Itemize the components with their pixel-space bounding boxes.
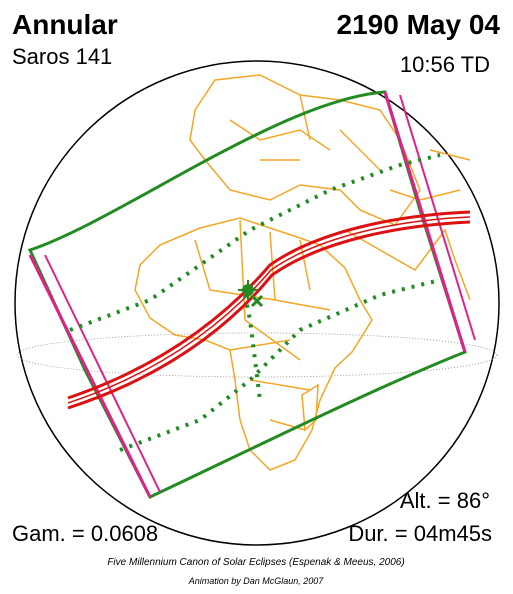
duration: Dur. = 04m45s (348, 521, 492, 546)
gamma: Gam. = 0.0608 (12, 521, 158, 546)
credit: Five Millennium Canon of Solar Eclipses … (107, 557, 404, 568)
altitude: Alt. = 86° (400, 488, 490, 513)
date: 2190 May 04 (337, 9, 501, 40)
title: Annular (12, 9, 118, 40)
land-borders (134, 74, 471, 471)
saros: Saros 141 (12, 44, 112, 69)
animation-credit: Animation by Dan McGlaun, 2007 (188, 576, 325, 586)
eclipse-paths (27, 90, 476, 499)
time: 10:56 TD (400, 52, 490, 77)
